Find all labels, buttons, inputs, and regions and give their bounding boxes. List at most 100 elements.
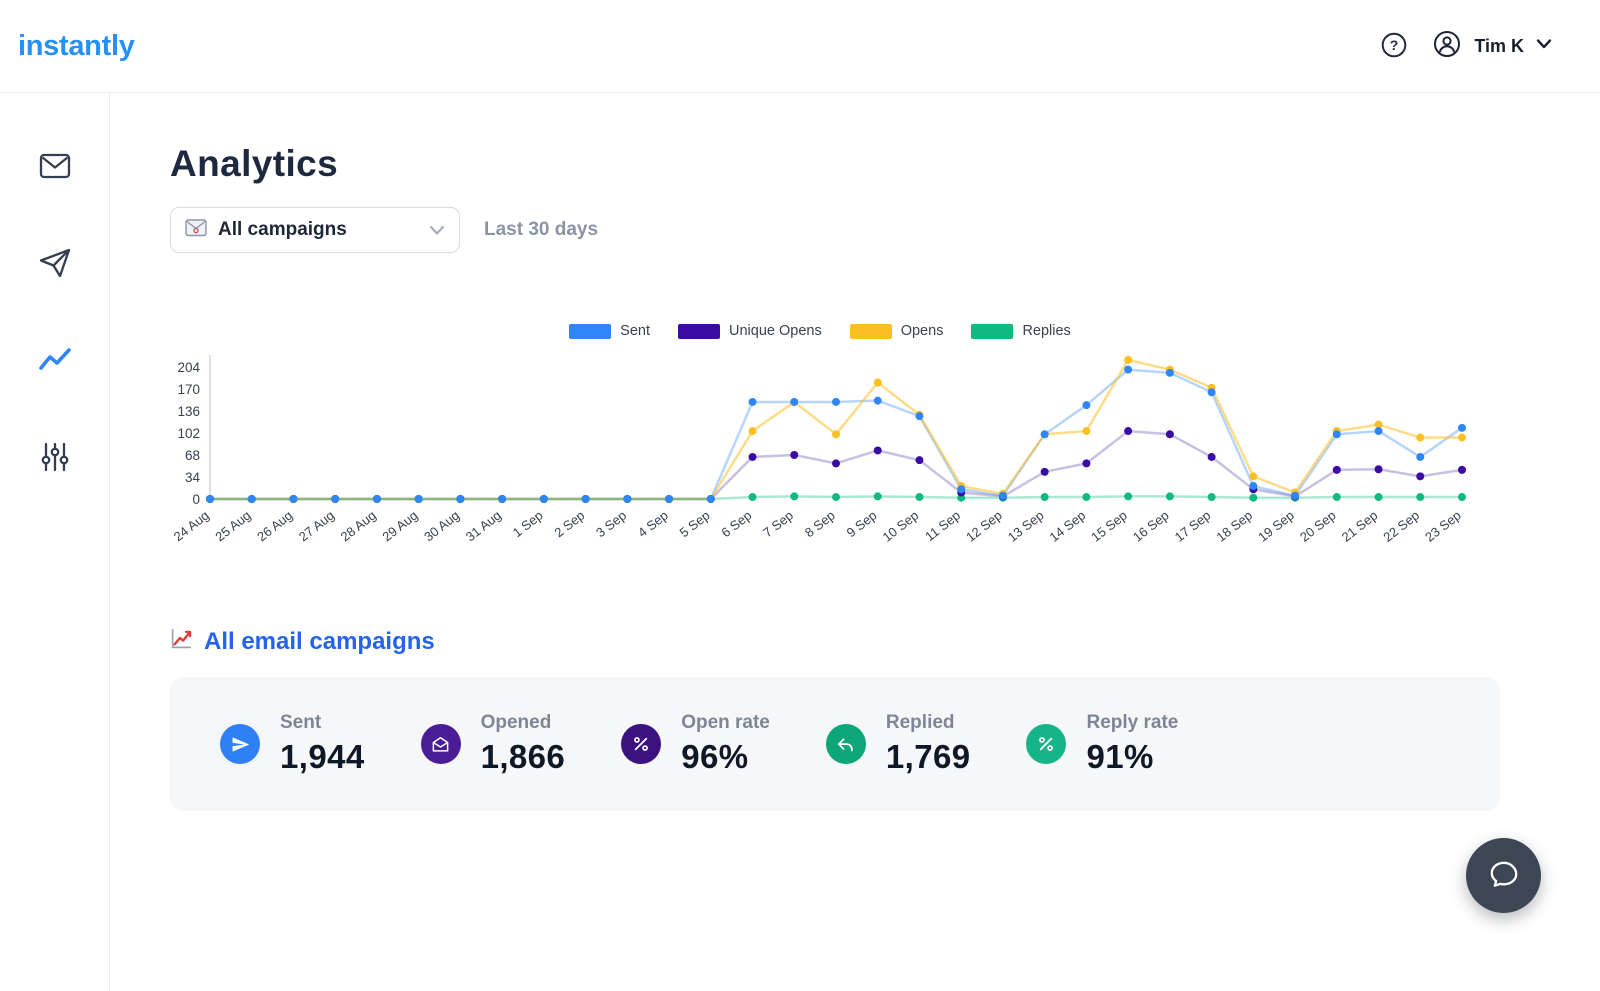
filters-row: All campaigns Last 30 days	[170, 207, 1600, 253]
chart-line-icon	[38, 346, 72, 379]
sidebar-item-analytics[interactable]	[38, 345, 72, 379]
chart-point-sent	[1124, 365, 1133, 374]
chart-point-unique-opens	[1207, 452, 1216, 461]
chart-point-opens	[1458, 433, 1466, 442]
stat-sent: Sent 1,944	[220, 712, 365, 776]
sidebar-item-campaigns[interactable]	[38, 151, 72, 185]
chart-point-opens	[1416, 433, 1425, 442]
sliders-icon	[39, 441, 71, 478]
x-tick-label: 27 Aug	[296, 508, 337, 545]
sidebar-item-settings[interactable]	[38, 442, 72, 476]
chart-point-replies	[1165, 492, 1174, 501]
chart-point-sent	[1082, 401, 1091, 410]
chart-point-sent	[581, 495, 590, 503]
chart-point-sent	[206, 495, 214, 503]
reply-icon	[825, 724, 866, 764]
x-tick-label: 6 Sep	[718, 508, 754, 541]
chart-point-sent	[1040, 430, 1049, 439]
chart-point-sent	[456, 495, 465, 503]
stat-label: Opened	[480, 712, 552, 733]
legend-swatch	[678, 323, 721, 339]
y-tick-label: 68	[185, 448, 200, 463]
chart-point-sent	[1332, 430, 1341, 439]
stat-label: Open rate	[681, 712, 770, 733]
chart-point-opens	[832, 430, 840, 439]
chart-point-sent	[665, 495, 674, 503]
user-name: Tim K	[1474, 35, 1524, 56]
stat-label: Sent	[280, 712, 322, 733]
chart-point-replies	[832, 493, 840, 502]
chevron-down-icon	[1536, 37, 1552, 55]
x-tick-label: 28 Aug	[338, 508, 379, 545]
chart-line-opens	[208, 358, 1464, 501]
x-tick-label: 20 Sep	[1297, 508, 1339, 545]
legend-label: Replies	[1022, 323, 1071, 339]
chart-point-replies	[1082, 493, 1091, 502]
chart-point-replies	[1040, 493, 1049, 502]
chart-legend: Sent Unique Opens Opens Replies	[170, 323, 1470, 339]
x-tick-label: 12 Sep	[963, 508, 1005, 545]
sidebar-item-outreach[interactable]	[38, 248, 72, 282]
x-tick-label: 3 Sep	[593, 508, 629, 541]
chart-point-unique-opens	[1458, 465, 1466, 474]
legend-label: Sent	[620, 323, 651, 339]
chart-point-unique-opens	[1416, 472, 1425, 481]
campaign-select[interactable]: All campaigns	[170, 207, 460, 253]
chevron-down-icon	[429, 225, 445, 236]
percent-icon	[1026, 724, 1067, 764]
help-button[interactable]: ?	[1380, 31, 1408, 62]
stat-value: 96%	[681, 738, 749, 775]
sidebar	[0, 93, 110, 991]
all-campaigns-link[interactable]: All email campaigns	[170, 627, 435, 657]
y-tick-label: 0	[192, 492, 200, 507]
legend-swatch	[971, 323, 1014, 339]
chart-point-opens	[1249, 472, 1258, 481]
chart-point-sent	[1374, 427, 1383, 436]
x-tick-label: 9 Sep	[844, 508, 880, 541]
chart-point-unique-opens	[1040, 467, 1049, 476]
stat-open-rate: Open rate 96%	[621, 712, 770, 776]
chart-point-opens	[1082, 427, 1091, 436]
chart-point-sent	[915, 412, 924, 421]
chat-widget-button[interactable]	[1466, 838, 1541, 913]
chart-point-sent	[748, 397, 757, 406]
chart-point-sent	[498, 495, 507, 503]
x-tick-label: 29 Aug	[379, 508, 420, 545]
stat-label: Reply rate	[1086, 712, 1179, 733]
send-icon	[38, 247, 72, 284]
mail-icon	[38, 151, 72, 186]
chart-point-unique-opens	[790, 451, 799, 459]
x-tick-label: 18 Sep	[1213, 508, 1255, 545]
y-tick-label: 34	[185, 470, 201, 485]
stat-value: 91%	[1086, 738, 1154, 775]
y-tick-label: 102	[177, 426, 200, 441]
chart-point-sent	[790, 397, 799, 406]
x-tick-label: 10 Sep	[880, 508, 922, 545]
chart-point-replies	[1458, 493, 1466, 502]
chart-point-sent	[372, 495, 381, 503]
stat-opened: Opened 1,866	[420, 712, 566, 776]
chart-point-sent	[832, 397, 840, 406]
chart-point-replies	[1249, 493, 1258, 502]
x-tick-label: 8 Sep	[802, 508, 838, 541]
chart-point-sent	[1416, 452, 1425, 461]
chart-point-unique-opens	[1332, 465, 1341, 474]
x-tick-label: 24 Aug	[171, 508, 212, 545]
chart-point-sent	[957, 485, 966, 494]
x-tick-label: 15 Sep	[1088, 508, 1130, 545]
date-range-selector[interactable]: Last 30 days	[484, 219, 599, 240]
x-tick-label: 2 Sep	[551, 508, 587, 541]
chart-point-sent	[1291, 491, 1300, 500]
legend-label: Opens	[900, 323, 944, 339]
chart-point-sent	[1165, 368, 1174, 377]
chart-point-unique-opens	[748, 452, 757, 461]
chart-point-sent	[1249, 482, 1258, 491]
x-tick-label: 31 Aug	[463, 508, 504, 545]
chart-point-sent	[414, 495, 423, 503]
percent-icon	[621, 724, 662, 764]
mail-open-icon	[420, 724, 461, 764]
user-menu[interactable]: Tim K	[1432, 29, 1552, 64]
chart-point-sent	[1458, 423, 1466, 432]
stat-value: 1,944	[280, 738, 365, 775]
legend-item: Replies	[971, 323, 1071, 339]
